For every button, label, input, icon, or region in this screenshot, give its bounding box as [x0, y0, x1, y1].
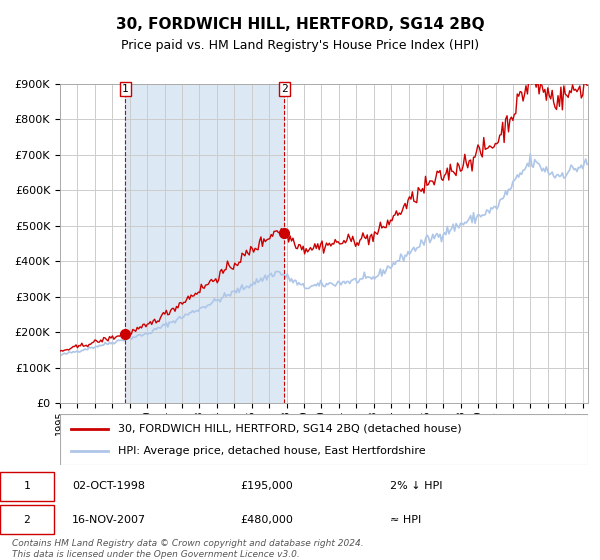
Text: 2% ↓ HPI: 2% ↓ HPI: [390, 482, 443, 492]
FancyBboxPatch shape: [60, 414, 588, 465]
Point: [280, 228, 289, 237]
Text: ≈ HPI: ≈ HPI: [390, 515, 421, 525]
Text: Contains HM Land Registry data © Crown copyright and database right 2024.
This d: Contains HM Land Registry data © Crown c…: [12, 539, 364, 559]
Text: 1: 1: [122, 84, 129, 94]
Text: £195,000: £195,000: [240, 482, 293, 492]
Text: 1: 1: [23, 482, 31, 492]
Text: Price paid vs. HM Land Registry's House Price Index (HPI): Price paid vs. HM Land Registry's House …: [121, 39, 479, 52]
Bar: [125, 84, 284, 403]
Text: £480,000: £480,000: [240, 515, 293, 525]
Text: 2: 2: [23, 515, 31, 525]
Point: [121, 329, 130, 338]
FancyBboxPatch shape: [0, 505, 54, 534]
Text: 2: 2: [281, 84, 288, 94]
Text: 30, FORDWICH HILL, HERTFORD, SG14 2BQ: 30, FORDWICH HILL, HERTFORD, SG14 2BQ: [116, 17, 484, 32]
Text: 16-NOV-2007: 16-NOV-2007: [72, 515, 146, 525]
Text: 30, FORDWICH HILL, HERTFORD, SG14 2BQ (detached house): 30, FORDWICH HILL, HERTFORD, SG14 2BQ (d…: [118, 423, 462, 433]
Text: 02-OCT-1998: 02-OCT-1998: [72, 482, 145, 492]
FancyBboxPatch shape: [0, 472, 54, 501]
Text: HPI: Average price, detached house, East Hertfordshire: HPI: Average price, detached house, East…: [118, 446, 426, 456]
